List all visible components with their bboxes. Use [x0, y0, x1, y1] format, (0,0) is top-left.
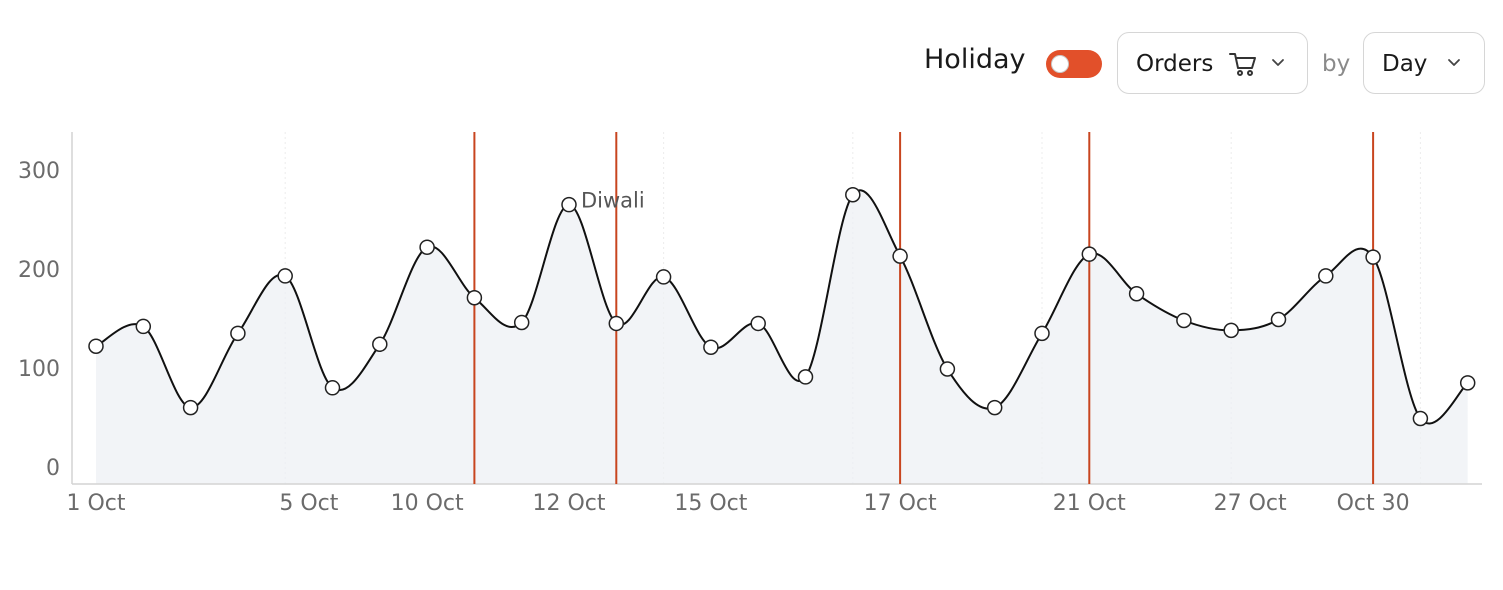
data-point[interactable] — [1128, 286, 1145, 302]
x-tick-label: 27 Oct — [1214, 491, 1287, 516]
data-point[interactable] — [277, 268, 293, 284]
x-tick-label: 21 Oct — [1053, 491, 1126, 516]
y-tick-label: 300 — [18, 159, 60, 184]
data-point[interactable] — [1318, 268, 1334, 284]
data-point[interactable] — [797, 369, 814, 385]
data-point[interactable] — [750, 315, 766, 332]
holiday-toggle[interactable] — [1046, 50, 1102, 78]
data-point[interactable] — [135, 318, 152, 335]
data-point[interactable] — [1034, 325, 1050, 342]
data-point[interactable] — [655, 269, 672, 285]
chevron-down-icon — [1272, 59, 1284, 66]
data-point[interactable] — [703, 339, 719, 355]
axes — [71, 132, 1482, 485]
metric-select[interactable]: Orders — [1117, 32, 1308, 94]
annotations: Diwali — [581, 189, 645, 213]
area-fill-path — [96, 190, 1468, 484]
data-point[interactable] — [939, 361, 956, 377]
cart-icon — [1229, 53, 1256, 76]
data-points — [88, 187, 1476, 427]
data-point[interactable] — [1365, 249, 1381, 265]
data-point[interactable] — [1223, 322, 1239, 339]
data-point[interactable] — [1081, 246, 1098, 262]
data-point[interactable] — [561, 196, 577, 213]
y-tick-label: 0 — [46, 456, 60, 481]
data-point[interactable] — [419, 239, 435, 255]
data-point[interactable] — [466, 289, 483, 306]
data-point[interactable] — [1176, 312, 1192, 329]
data-point[interactable] — [182, 399, 199, 416]
y-tick-label: 200 — [18, 258, 60, 283]
x-tick-label: 17 Oct — [864, 491, 937, 516]
data-point[interactable] — [230, 325, 246, 342]
data-point[interactable] — [88, 338, 104, 354]
holiday-label: Holiday — [924, 44, 1026, 75]
y-tick-label: 100 — [18, 357, 60, 382]
x-tick-label: 12 Oct — [532, 491, 605, 516]
x-tick-label: 5 Oct — [279, 491, 338, 516]
tick-labels: 0 100 200 300 1 Oct 5 Oct 10 Oct 12 Oct 15 Oct 17… — [18, 159, 1410, 516]
data-point[interactable] — [1270, 311, 1287, 328]
holiday-lines — [473, 132, 1375, 484]
chevron-down-icon — [1448, 59, 1460, 66]
data-point[interactable] — [1459, 375, 1476, 391]
x-tick-label: 1 Oct — [66, 491, 125, 516]
unit-select[interactable]: Day — [1363, 32, 1485, 94]
data-point[interactable] — [1412, 410, 1429, 427]
unit-select-value: Day — [1382, 51, 1428, 77]
x-tick-label: Oct 30 — [1337, 491, 1410, 516]
data-point[interactable] — [324, 380, 341, 396]
toggle-knob — [1051, 55, 1069, 73]
area-fill — [96, 190, 1468, 484]
data-point[interactable] — [845, 187, 861, 203]
chart-controls: Holiday Orders by Day — [0, 0, 1503, 110]
data-point[interactable] — [986, 399, 1003, 416]
by-label: by — [1322, 51, 1351, 77]
x-tick-label: 10 Oct — [391, 491, 464, 516]
data-point[interactable] — [372, 336, 388, 352]
data-point[interactable] — [892, 248, 908, 264]
x-tick-label: 15 Oct — [674, 491, 747, 516]
metric-select-value: Orders — [1136, 51, 1214, 77]
holiday-annotation: Diwali — [581, 189, 645, 213]
data-point[interactable] — [513, 314, 530, 331]
data-point[interactable] — [608, 315, 625, 332]
